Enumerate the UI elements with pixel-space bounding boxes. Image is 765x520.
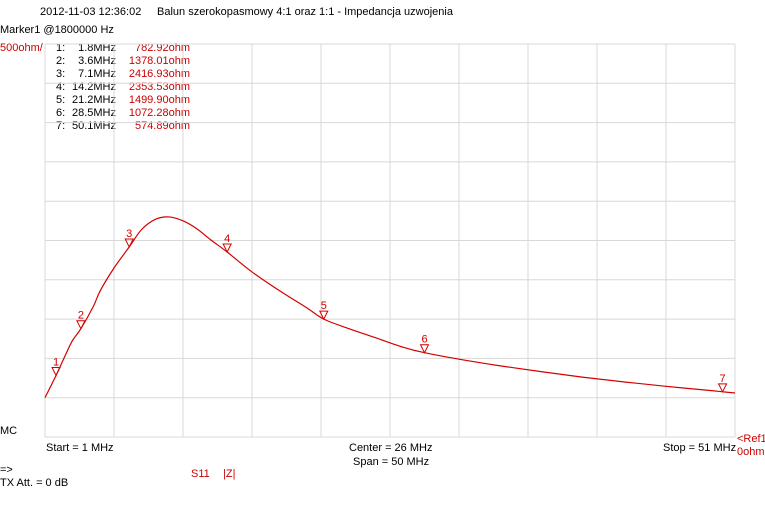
ref-value: 0ohm	[737, 446, 765, 458]
marker-label: 3	[126, 228, 132, 240]
marker-triangle-icon	[51, 366, 61, 377]
marker-triangle-icon	[419, 344, 430, 354]
marker-frequency: 3.6MHz	[78, 55, 116, 67]
marker-number: 3:	[56, 68, 66, 80]
marker-frequency: 1.8MHz	[78, 42, 116, 54]
marker-value: 1378.01ohm	[128, 55, 190, 67]
start-frequency: Start = 1 MHz	[46, 442, 114, 454]
marker-number: 7:	[56, 120, 66, 132]
marker-number: 6:	[56, 107, 66, 119]
marker-number: 5:	[56, 94, 66, 106]
marker-triangle-icon	[124, 238, 134, 249]
impedance-trace	[44, 216, 736, 398]
marker-label: 1	[53, 356, 59, 368]
span-frequency: Span = 50 MHz	[353, 456, 430, 468]
marker-number: 2:	[56, 55, 66, 67]
stop-frequency: Stop = 51 MHz	[663, 442, 737, 454]
center-frequency: Center = 26 MHz	[349, 442, 433, 454]
ref-label: <Ref1	[737, 433, 765, 445]
marker-frequency: 7.1MHz	[78, 68, 116, 80]
marker-value: 782.92ohm	[134, 42, 190, 54]
marker-label: 5	[321, 300, 327, 312]
y-scale-label: 500ohm/	[0, 42, 43, 54]
marker-value: 2353.53ohm	[128, 81, 190, 93]
chart-title: Balun szerokopasmowy 4:1 oraz 1:1 - Impe…	[157, 6, 453, 18]
marker-frequency: 28.5MHz	[71, 107, 116, 119]
marker-triangle-icon	[222, 243, 232, 254]
marker-triangle-icon	[717, 383, 728, 393]
marker-frequency: 14.2MHz	[71, 81, 116, 93]
marker-frequency: 21.2MHz	[71, 94, 116, 106]
arrow-indicator: =>	[0, 464, 13, 476]
marker-label: 6	[421, 334, 427, 346]
marker-label: 2	[78, 310, 84, 322]
marker-value: 1499.90ohm	[128, 94, 190, 106]
mc-label: MC	[0, 425, 18, 437]
marker-number: 1:	[56, 42, 66, 54]
marker-label: 4	[224, 233, 230, 245]
trace-parameter: S11	[191, 468, 210, 480]
tx-attenuation: TX Att. = 0 dB	[0, 477, 69, 489]
marker-value: 2416.93ohm	[128, 68, 190, 80]
marker-value: 1072.28ohm	[128, 107, 190, 119]
marker-label: 7	[720, 373, 726, 385]
marker-triangle-icon	[76, 320, 86, 330]
timestamp: 2012-11-03 12:36:02	[40, 6, 142, 18]
trace-format: |Z|	[223, 468, 236, 480]
marker-triangle-icon	[318, 310, 329, 321]
marker-readout: Marker1 @1800000 Hz	[0, 24, 114, 36]
marker-number: 4:	[56, 81, 66, 93]
